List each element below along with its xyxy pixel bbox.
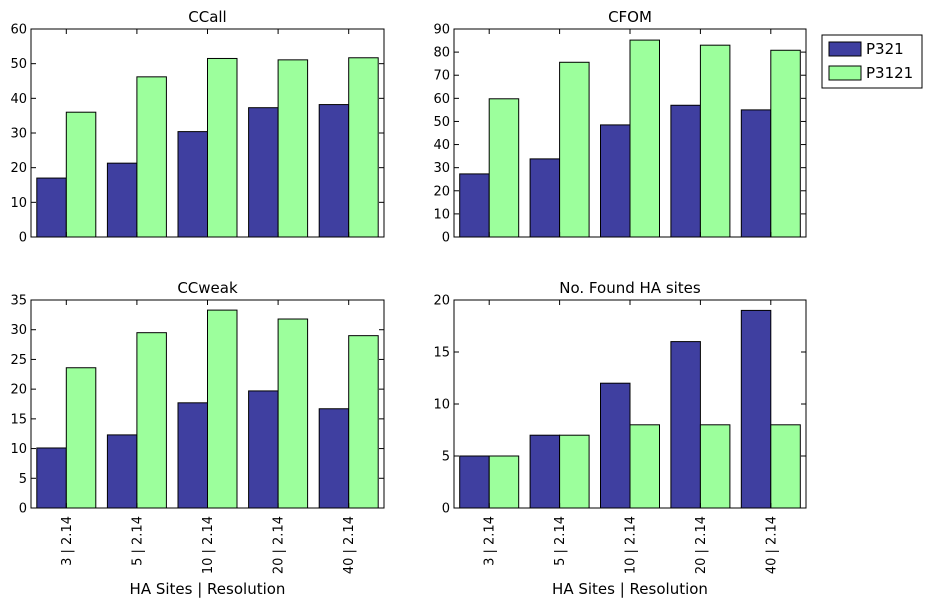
- x-tick-label: 40 | 2.14: [764, 516, 779, 574]
- legend: P321 P3121: [821, 34, 923, 89]
- chart-title: No. Found HA sites: [559, 279, 701, 297]
- bar-p321-1: [529, 434, 561, 509]
- chart-cfom: 0 10 20 30 40 50 60 70 80 90 CFOM: [433, 8, 807, 246]
- y-tick-label: 10: [10, 442, 27, 457]
- y-tick-label: 70: [433, 69, 450, 84]
- bar-p321-4: [318, 408, 350, 509]
- y-tick-label: 60: [10, 23, 27, 38]
- chart-title: CCall: [188, 8, 226, 26]
- x-tick-label: 5 | 2.14: [553, 516, 568, 566]
- y-tick-label: 20: [10, 383, 27, 398]
- chart-found-ha-sites: 0 5 10 15 20 3 | 2.14 5 | 2.14 10 | 2.14 20 | 2.…: [433, 279, 807, 598]
- y-tick-label: 10: [433, 207, 450, 222]
- bar-p3121-0: [488, 455, 520, 509]
- bar-p3121-3: [277, 59, 309, 238]
- x-tick-label: 3 | 2.14: [483, 516, 498, 566]
- y-tick-label: 0: [19, 502, 27, 517]
- bar-p3121-1: [136, 332, 167, 509]
- bar-p3121-2: [629, 424, 660, 509]
- legend-label-p321: P321: [866, 40, 904, 58]
- bar-p3121-1: [136, 76, 167, 238]
- x-tick-label: 20 | 2.14: [272, 516, 287, 574]
- bar-p3121-0: [65, 367, 97, 509]
- legend-label-p3121: P3121: [866, 64, 913, 82]
- chart-title: CCweak: [177, 279, 238, 297]
- bar-p321-0: [459, 455, 490, 509]
- y-tick-label: 15: [433, 346, 450, 361]
- y-tick-label: 5: [19, 472, 27, 487]
- x-tick-label: 20 | 2.14: [694, 516, 709, 574]
- x-axis-label: HA Sites | Resolution: [552, 580, 708, 598]
- y-tick-label: 50: [10, 57, 27, 72]
- bar-p3121-4: [348, 57, 379, 238]
- bar-p3121-4: [770, 424, 801, 509]
- y-tick-label: 35: [10, 294, 27, 309]
- bar-p3121-2: [629, 39, 660, 238]
- y-tick-label: 20: [10, 161, 27, 176]
- bar-p3121-4: [348, 335, 379, 509]
- y-tick-label: 30: [10, 127, 27, 142]
- bar-p321-0: [459, 173, 490, 238]
- y-tick-label: 25: [10, 353, 27, 368]
- bar-p321-4: [740, 109, 772, 238]
- bar-p3121-3: [699, 44, 731, 238]
- bar-p3121-2: [207, 57, 238, 238]
- bar-p321-1: [529, 158, 561, 238]
- y-tick-label: 10: [10, 196, 27, 211]
- bar-p321-2: [600, 124, 631, 238]
- y-tick-label: 80: [433, 46, 450, 61]
- y-tick-label: 30: [10, 323, 27, 338]
- bar-p3121-0: [488, 98, 520, 238]
- y-tick-label: 40: [10, 92, 27, 107]
- bar-p3121-1: [559, 61, 590, 238]
- chart-ccall: 0 10 20 30 40 50 60 CCall: [10, 8, 385, 246]
- y-tick-label: 15: [10, 412, 27, 427]
- chart-title: CFOM: [608, 8, 652, 26]
- y-tick-label: 0: [19, 231, 27, 246]
- bar-p321-4: [318, 104, 350, 238]
- bar-p321-3: [670, 104, 701, 238]
- x-tick-label: 40 | 2.14: [342, 516, 357, 574]
- bar-p3121-4: [770, 49, 801, 238]
- bar-p321-0: [36, 177, 67, 238]
- bar-p321-3: [670, 341, 701, 509]
- bar-p321-1: [106, 162, 138, 238]
- y-tick-label: 0: [442, 502, 450, 517]
- y-tick-label: 5: [442, 450, 450, 465]
- legend-swatch-p3121: [828, 65, 862, 81]
- x-axis-label: HA Sites | Resolution: [130, 580, 286, 598]
- y-tick-label: 90: [433, 23, 450, 38]
- bar-p3121-2: [207, 309, 238, 509]
- y-tick-label: 30: [433, 161, 450, 176]
- bar-p321-2: [177, 131, 208, 238]
- bar-p321-1: [106, 434, 138, 509]
- bar-p321-3: [248, 390, 279, 509]
- bar-p3121-3: [699, 424, 731, 509]
- bar-p3121-3: [277, 318, 309, 509]
- bar-p3121-0: [65, 111, 97, 238]
- chart-ccweak: 0 5 10 15 20 25 30 35 3 | 2.14 5 | 2.14 10 | 2.14 2…: [10, 279, 385, 598]
- y-tick-label: 40: [433, 138, 450, 153]
- bar-p321-2: [600, 382, 631, 509]
- bar-p3121-1: [559, 434, 590, 509]
- y-tick-label: 0: [442, 231, 450, 246]
- bar-p321-3: [248, 107, 279, 238]
- bar-p321-2: [177, 402, 208, 509]
- y-tick-label: 20: [433, 294, 450, 309]
- bar-p321-4: [740, 309, 772, 509]
- y-tick-label: 10: [433, 398, 450, 413]
- bar-p321-0: [36, 447, 67, 509]
- y-tick-label: 60: [433, 92, 450, 107]
- legend-swatch-p321: [828, 41, 862, 57]
- x-tick-label: 10 | 2.14: [201, 516, 216, 574]
- y-tick-label: 50: [433, 115, 450, 130]
- x-tick-label: 5 | 2.14: [130, 516, 145, 566]
- x-tick-label: 10 | 2.14: [624, 516, 639, 574]
- x-tick-label: 3 | 2.14: [60, 516, 75, 566]
- y-tick-label: 20: [433, 184, 450, 199]
